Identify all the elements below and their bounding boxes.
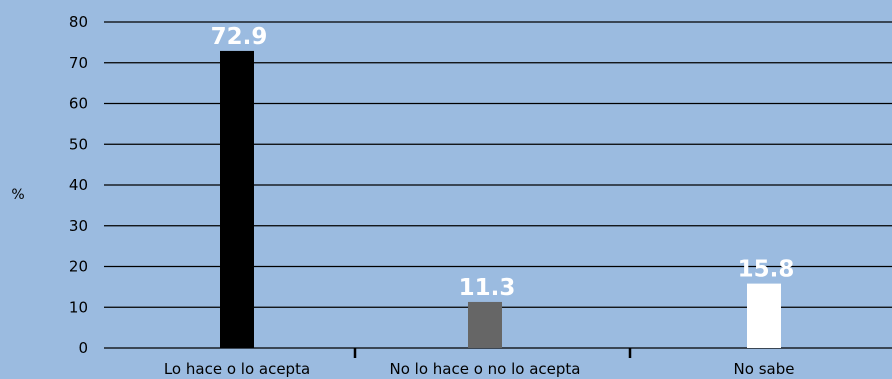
x-category-label-2: No lo hace o no lo acepta <box>390 360 581 378</box>
x-category-label-1: Lo hace o lo acepta <box>164 360 310 378</box>
data-labels: 72.9 11.3 15.8 <box>211 24 795 301</box>
y-tick-label-50: 50 <box>69 135 88 153</box>
bars <box>220 50 781 349</box>
y-tick-label-80: 80 <box>69 13 88 31</box>
y-tick-label-40: 40 <box>69 176 88 194</box>
y-tick-label-30: 30 <box>69 217 88 235</box>
y-tick-label-60: 60 <box>69 95 88 113</box>
data-label-2: 11.3 <box>459 275 516 301</box>
data-label-3: 15.8 <box>738 257 795 283</box>
bar-2 <box>468 301 502 348</box>
data-label-1: 72.9 <box>211 24 268 50</box>
bar-1 <box>220 50 254 349</box>
y-tick-label-70: 70 <box>69 54 88 72</box>
x-category-label-3: No sabe <box>734 360 795 378</box>
y-axis-tick-labels: 0 10 20 30 40 50 60 70 80 <box>69 13 88 357</box>
y-tick-label-0: 0 <box>78 339 88 357</box>
y-axis-label: % <box>11 187 24 203</box>
bar-3 <box>747 283 781 348</box>
y-tick-label-20: 20 <box>69 258 88 276</box>
y-tick-label-10: 10 <box>69 298 88 316</box>
x-axis: Lo hace o lo acepta No lo hace o no lo ac… <box>164 348 795 378</box>
